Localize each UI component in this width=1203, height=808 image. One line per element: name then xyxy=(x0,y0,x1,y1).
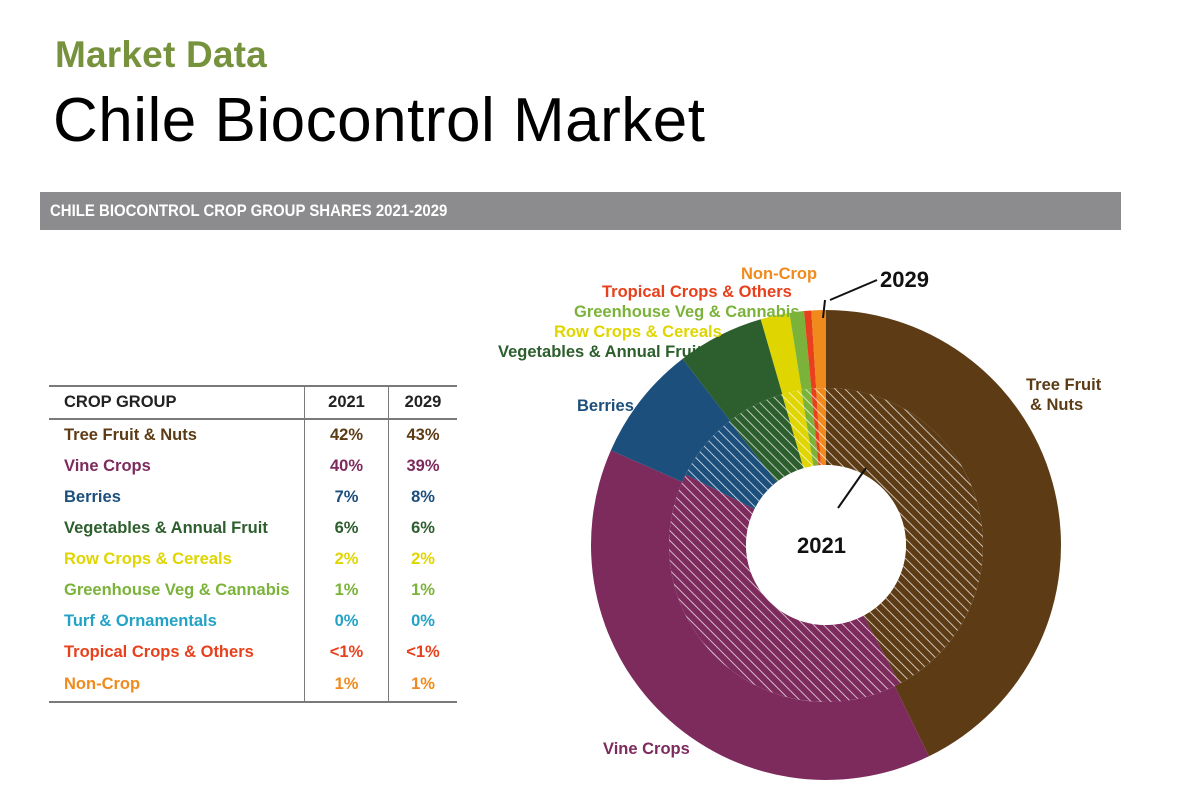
inner-hatch-berries xyxy=(685,421,777,510)
page-subtitle: Market Data xyxy=(55,34,267,75)
row-name: Berries xyxy=(64,488,121,506)
chart-banner: CHILE BIOCONTROL CROP GROUP SHARES 2021-… xyxy=(40,192,1121,230)
row-2021: 1% xyxy=(304,575,389,606)
inner-hatch-tree-fruit-and-nuts xyxy=(826,388,983,684)
row-2021: 40% xyxy=(304,451,389,482)
row-name: Turf & Ornamentals xyxy=(64,612,217,630)
inner-ring-2021 xyxy=(669,388,983,703)
row-2029: 1% xyxy=(388,575,457,606)
slice-label-vine-crops: Vine Crops xyxy=(603,740,690,758)
page-title: Chile Biocontrol Market xyxy=(53,86,706,155)
inner-ring-leader-line xyxy=(837,467,867,509)
table-row: Row Crops & Cereals 2% 2% xyxy=(49,544,457,575)
donut-hole xyxy=(746,465,906,625)
inner-ring-year-label: 2021 xyxy=(797,533,846,558)
table-row: Greenhouse Veg & Cannabis 1% 1% xyxy=(49,575,457,606)
outer-slice-row-crops-and-cereals xyxy=(760,312,802,395)
row-name: Vegetables & Annual Fruit xyxy=(64,519,268,537)
outer-slice-greenhouse-veg-and-cannabis xyxy=(789,311,812,390)
slice-label-vegetables-and-annual-fruit: Vegetables & Annual Fruit xyxy=(498,343,702,361)
table-row: Vegetables & Annual Fruit 6% 6% xyxy=(49,513,457,544)
header-2021: 2021 xyxy=(304,385,389,420)
row-2029: 8% xyxy=(388,482,457,513)
slice-label-berries: Berries xyxy=(577,397,634,415)
inner-hatch-tropical-crops-and-others xyxy=(811,388,821,466)
slice-label-tree-fruit-and-nuts: Tree Fruit & Nuts xyxy=(1026,376,1102,414)
table-row: Tropical Crops & Others <1% <1% xyxy=(49,637,457,668)
row-2021: 2% xyxy=(304,544,389,575)
inner-hatch-vegetables-and-annual-fruit xyxy=(729,394,804,482)
inner-hatch-greenhouse-veg-and-cannabis xyxy=(801,388,819,466)
slice-labels: Tree Fruit & Nuts Vine Crops Berries Vegetab… xyxy=(498,265,1102,758)
table-row: Berries 7% 8% xyxy=(49,482,457,513)
row-2029: 6% xyxy=(388,513,457,544)
outer-ring-leader-line xyxy=(829,279,878,301)
row-2029: <1% xyxy=(388,637,457,668)
row-2021: 6% xyxy=(304,513,389,544)
ring-callouts: 2029 2021 xyxy=(797,267,929,558)
row-name: Row Crops & Cereals xyxy=(64,550,232,568)
table-row: Turf & Ornamentals 0% 0% xyxy=(49,606,457,637)
row-2021: 42% xyxy=(304,419,389,451)
row-2029: 0% xyxy=(388,606,457,637)
outer-slice-non-crop xyxy=(811,310,826,389)
row-2021: 1% xyxy=(304,668,389,703)
row-name: Non-Crop xyxy=(49,668,305,703)
table-header-row: CROP GROUP 2021 2029 xyxy=(49,385,457,420)
row-2029: 2% xyxy=(388,544,457,575)
outer-slice-tree-fruit-and-nuts xyxy=(826,310,1061,757)
outer-slice-berries xyxy=(610,358,731,482)
header-crop-group: CROP GROUP xyxy=(49,385,305,420)
outer-slice-vine-crops xyxy=(590,450,929,780)
slice-label-greenhouse-veg-and-cannabis: Greenhouse Veg & Cannabis xyxy=(574,303,800,321)
slice-label-tropical-crops-and-others: Tropical Crops & Others xyxy=(602,283,792,301)
outer-slice-vegetables-and-annual-fruit xyxy=(682,319,783,421)
inner-hatch-vine-crops xyxy=(669,474,900,703)
header-2029: 2029 xyxy=(388,385,457,420)
row-2029: 39% xyxy=(388,451,457,482)
row-name: Tree Fruit & Nuts xyxy=(64,426,197,444)
table-row: Vine Crops 40% 39% xyxy=(49,451,457,482)
row-2029: 43% xyxy=(388,419,457,451)
crop-share-table: CROP GROUP 2021 2029 Tree Fruit & Nuts 42… xyxy=(49,385,457,703)
row-2021: 7% xyxy=(304,482,389,513)
slice-label-non-crop: Non-Crop xyxy=(741,265,817,283)
outer-ring-2029 xyxy=(590,310,1061,780)
table-row: Non-Crop 1% 1% xyxy=(49,668,457,703)
outer-ring-year-label: 2029 xyxy=(880,267,929,292)
row-name: Tropical Crops & Others xyxy=(64,643,254,661)
row-name: Vine Crops xyxy=(64,457,151,475)
outer-ring-leader-tail xyxy=(822,299,826,319)
row-2029: 1% xyxy=(388,668,457,703)
row-name: Greenhouse Veg & Cannabis xyxy=(64,581,290,599)
inner-hatch-row-crops-and-cereals xyxy=(781,389,814,469)
slice-label-row-crops-and-cereals: Row Crops & Cereals xyxy=(554,323,722,341)
row-2021: 0% xyxy=(304,606,389,637)
inner-hatch-non-crop xyxy=(816,388,826,466)
table-row: Tree Fruit & Nuts 42% 43% xyxy=(49,419,457,451)
row-2021: <1% xyxy=(304,637,389,668)
chart-banner-text: CHILE BIOCONTROL CROP GROUP SHARES 2021-… xyxy=(50,201,448,220)
outer-slice-tropical-crops-and-others xyxy=(803,310,817,389)
